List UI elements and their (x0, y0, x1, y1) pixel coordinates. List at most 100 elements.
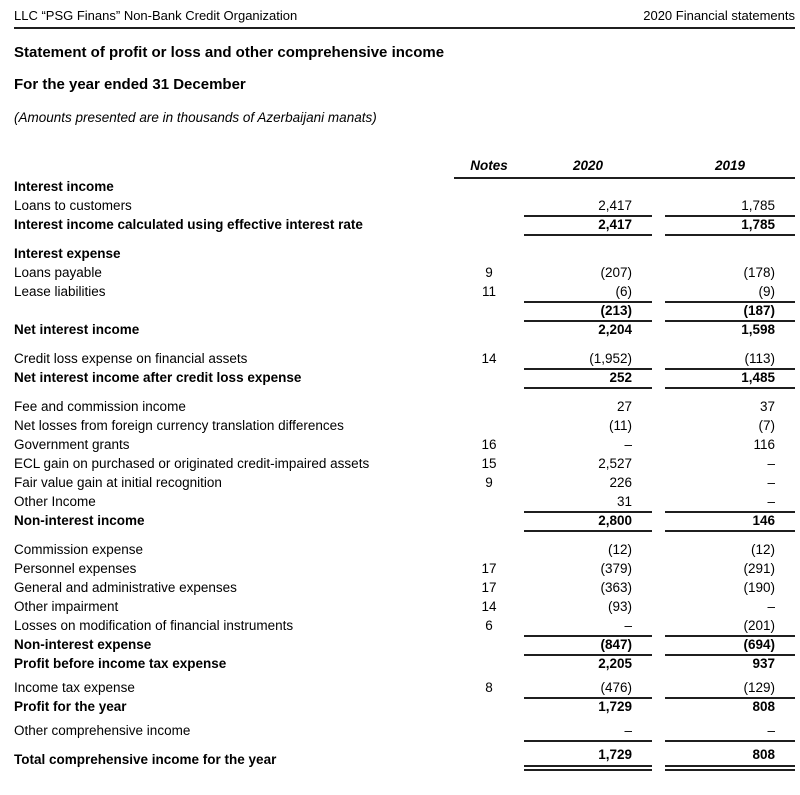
table-row: Fee and commission income 27 37 (14, 399, 795, 418)
report-name: 2020 Financial statements (643, 8, 795, 23)
column-gap (652, 386, 665, 389)
row-note: 17 (481, 561, 497, 576)
row-value-2020: (1,952) (524, 351, 652, 370)
row-value-2019: – (665, 723, 795, 742)
row-value-2020: 1,729 (598, 699, 632, 714)
row-value-2019: (201) (665, 618, 795, 637)
column-gap (652, 338, 665, 341)
row-label: Net interest income (14, 322, 140, 337)
row-label: Other comprehensive income (14, 723, 191, 738)
table-row: Fair value gain at initial recognition 9 2… (14, 475, 795, 494)
row-value-2019: 1,785 (665, 198, 795, 217)
row-value-2020: 2,417 (524, 217, 652, 236)
row-value-2020: 2,800 (524, 513, 652, 532)
table-row: Personnel expenses 17 (379) (291) (14, 561, 795, 580)
column-gap (652, 281, 665, 284)
row-value-2019: (12) (750, 542, 775, 557)
column-gap (652, 195, 665, 198)
row-note (454, 529, 524, 532)
row-value-2019: (178) (743, 265, 775, 280)
row-note (454, 715, 524, 718)
table-row: Net losses from foreign currency transla… (14, 418, 795, 437)
row-note: 17 (481, 580, 497, 595)
row-value-2019: – (767, 599, 775, 614)
row-value-2019: 1,485 (665, 370, 795, 389)
column-gap (652, 434, 665, 437)
row-label: Non-interest expense (14, 637, 152, 652)
row-note: 11 (481, 284, 496, 299)
column-gap (652, 615, 665, 618)
row-note (454, 653, 524, 656)
table-row: ECL gain on purchased or originated cred… (14, 456, 795, 475)
row-label: Interest income calculated using effecti… (14, 217, 363, 232)
row-value-2020: (12) (607, 542, 632, 557)
page-subtitle: For the year ended 31 December (14, 76, 246, 93)
row-label: Fair value gain at initial recognition (14, 475, 222, 490)
row-label: Personnel expenses (14, 561, 137, 576)
column-gap (652, 558, 665, 561)
row-value-2020: 1,729 (524, 747, 652, 771)
column-gap (652, 672, 665, 675)
row-note (454, 672, 524, 675)
row-value-2020: 31 (524, 494, 652, 513)
column-gap (652, 214, 665, 217)
row-note: 14 (481, 599, 497, 614)
column-gap (652, 739, 665, 742)
row-note (454, 214, 524, 217)
row-value-2020: 252 (524, 370, 652, 389)
row-value-2019: (9) (665, 284, 795, 303)
column-gap (652, 415, 665, 418)
table-row: General and administrative expenses 17 (36… (14, 580, 795, 599)
column-gap (652, 319, 665, 322)
statement-table-body: Interest income Loans to customers 2,417 1,… (14, 179, 795, 771)
row-value-2019: 808 (752, 699, 775, 714)
column-gap (652, 529, 665, 532)
row-value-2019: 1,598 (741, 322, 775, 337)
row-label: Losses on modification of financial inst… (14, 618, 294, 633)
column-header-spacer (14, 158, 454, 179)
row-value-2020: 27 (616, 399, 632, 414)
row-note (454, 195, 524, 198)
table-row: Lease liabilities 11 (6) (9) (14, 284, 795, 303)
table-header-row: Notes 2020 2019 (14, 158, 795, 179)
row-note (454, 319, 524, 322)
row-label: Profit before income tax expense (14, 656, 227, 671)
row-value-2020: (6) (524, 284, 652, 303)
table-row: Government grants 16 – 116 (14, 437, 795, 456)
row-value-2020: 2,417 (524, 198, 652, 217)
column-gap (652, 596, 665, 599)
row-note: 9 (485, 265, 493, 280)
row-note: 15 (481, 456, 497, 471)
row-label: Total comprehensive income for the year (14, 752, 277, 767)
row-value-2020: 226 (609, 475, 632, 490)
row-label: Other impairment (14, 599, 119, 614)
row-value-2020: (363) (600, 580, 632, 595)
row-value-2019: (190) (743, 580, 775, 595)
row-value-2019: – (767, 456, 775, 471)
table-row: Interest income (14, 179, 795, 198)
row-label: Interest expense (14, 246, 121, 261)
table-row: Commission expense (12) (12) (14, 542, 795, 561)
row-value-2019: (291) (743, 561, 775, 576)
table-row: Net interest income after credit loss ex… (14, 370, 795, 389)
row-label: Credit loss expense on financial assets (14, 351, 248, 366)
table-row: Income tax expense 8 (476) (129) (14, 680, 795, 699)
row-note (454, 510, 524, 513)
row-value-2019: 116 (753, 437, 775, 452)
row-value-2020: (476) (524, 680, 652, 699)
row-label: Other Income (14, 494, 96, 509)
row-value-2019: (7) (758, 418, 776, 433)
column-gap (652, 158, 665, 173)
row-label: ECL gain on purchased or originated cred… (14, 456, 370, 471)
column-gap (652, 653, 665, 656)
organization-name: LLC “PSG Finans” Non-Bank Credit Organiz… (14, 8, 298, 23)
row-note (454, 768, 524, 771)
row-value-2020: (213) (524, 303, 652, 322)
row-label: Net interest income after credit loss ex… (14, 370, 302, 385)
column-gap (652, 367, 665, 370)
column-gap (652, 510, 665, 513)
row-label: Lease liabilities (14, 284, 106, 299)
column-header-2019: 2019 (714, 158, 746, 173)
row-note: 6 (485, 618, 493, 633)
table-row: Interest income calculated using effecti… (14, 217, 795, 236)
